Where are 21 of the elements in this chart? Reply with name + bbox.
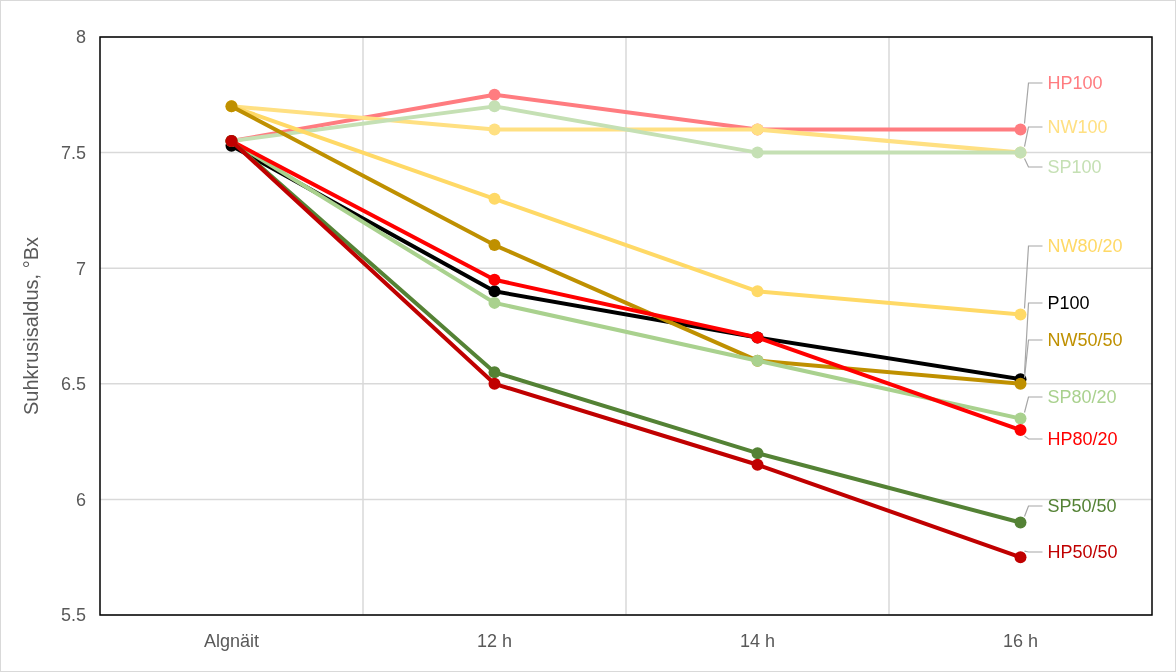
text: NW80/20 xyxy=(1047,236,1123,257)
series-label: SP80/20 xyxy=(1047,387,1117,408)
text: P100 xyxy=(1047,293,1090,314)
y-tick-label: 7.5 xyxy=(60,142,86,163)
series-label: HP80/20 xyxy=(1047,429,1118,450)
text: HP100 xyxy=(1047,73,1103,94)
y-axis-title: Suhkrusisaldus, °Bx xyxy=(20,236,42,416)
x-tick-label: 12 h xyxy=(476,631,513,651)
text: NW50/50 xyxy=(1047,330,1123,351)
series-label: NW100 xyxy=(1047,117,1108,138)
series-label: SP100 xyxy=(1047,157,1102,178)
y-tick-label: 7 xyxy=(75,258,86,279)
x-tick-label: Algnäit xyxy=(203,631,260,651)
x-tick-label: 14 h xyxy=(739,631,776,651)
series-label: SP50/50 xyxy=(1047,496,1117,517)
y-tick-label: 5.5 xyxy=(60,605,86,626)
x-tick-label: 16 h xyxy=(1002,631,1039,651)
y-tick-label: 8 xyxy=(75,27,86,48)
y-tick-label: 6 xyxy=(75,489,86,510)
y-tick-label: 6.5 xyxy=(60,374,86,395)
series-label: HP50/50 xyxy=(1047,542,1118,563)
